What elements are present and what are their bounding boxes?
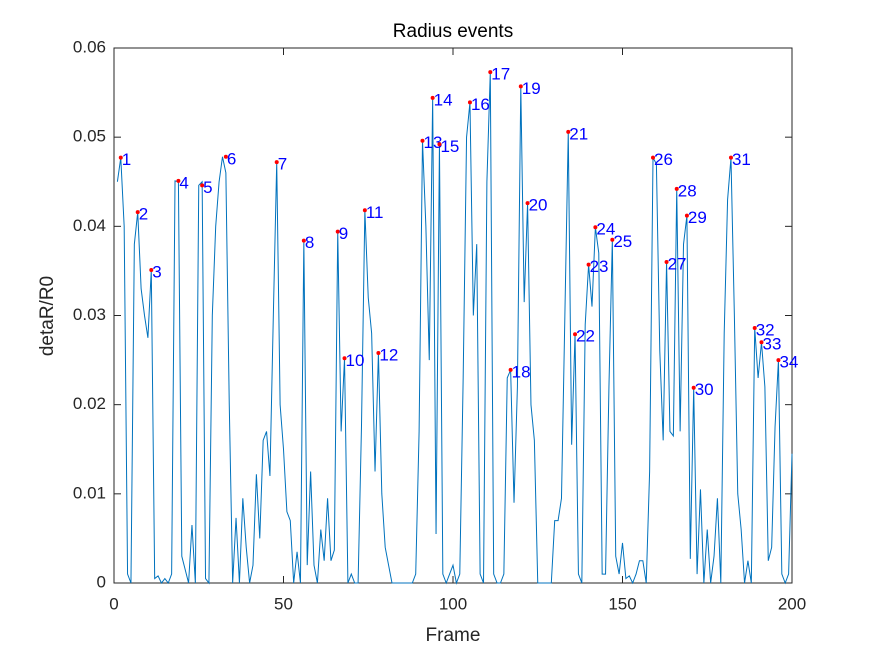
event-point — [118, 155, 123, 160]
x-tick-label: 150 — [608, 594, 636, 613]
y-axis-label: detaR/R0 — [37, 276, 58, 356]
y-tick-label: 0.04 — [73, 216, 106, 235]
event-point — [525, 201, 530, 206]
event-label: 13 — [423, 133, 442, 152]
event-point — [437, 142, 442, 147]
event-point — [593, 225, 598, 230]
event-label: 3 — [152, 263, 161, 282]
event-label: 34 — [779, 353, 798, 372]
event-point — [176, 178, 181, 183]
event-label: 16 — [471, 95, 490, 114]
event-label: 21 — [569, 124, 588, 143]
y-tick-label: 0.03 — [73, 305, 106, 324]
event-label: 23 — [590, 257, 609, 276]
event-label: 12 — [379, 345, 398, 364]
event-point — [674, 186, 679, 191]
y-tick-label: 0 — [97, 572, 106, 591]
event-label: 26 — [654, 150, 673, 169]
event-point — [223, 154, 228, 159]
axes-box — [113, 47, 793, 584]
event-point — [376, 350, 381, 355]
x-tick-label: 50 — [274, 594, 293, 613]
event-label: 1 — [122, 150, 131, 169]
event-point — [430, 95, 435, 100]
event-point — [728, 155, 733, 160]
x-tick-label: 0 — [109, 594, 118, 613]
event-label: 11 — [366, 203, 384, 222]
y-tick-label: 0.01 — [73, 483, 106, 502]
event-label: 32 — [756, 320, 775, 339]
event-label: 28 — [678, 181, 697, 200]
event-point — [467, 100, 472, 105]
event-label: 14 — [434, 90, 453, 109]
x-tick-label: 200 — [778, 594, 806, 613]
event-point — [301, 238, 306, 243]
x-tick-label: 100 — [439, 594, 467, 613]
event-label: 10 — [346, 351, 365, 370]
event-label: 8 — [305, 233, 314, 252]
event-label: 29 — [688, 208, 707, 227]
event-point — [776, 358, 781, 363]
event-point — [586, 262, 591, 267]
event-point — [752, 325, 757, 330]
event-point — [651, 155, 656, 160]
event-label: 17 — [491, 65, 510, 84]
event-point — [664, 260, 669, 264]
event-label: 27 — [668, 254, 687, 273]
event-point — [566, 129, 571, 134]
event-point — [335, 229, 340, 234]
event-point — [342, 356, 347, 361]
chart-title: Radius events — [393, 21, 513, 42]
event-point — [274, 160, 279, 165]
y-tick-label: 0.06 — [73, 37, 106, 56]
event-point — [420, 138, 425, 143]
event-label: 4 — [179, 173, 188, 192]
event-point — [362, 208, 367, 213]
event-label: 15 — [440, 137, 459, 156]
event-point — [691, 385, 696, 390]
x-axis-label: Frame — [426, 625, 481, 646]
event-label: 6 — [227, 149, 236, 168]
event-label: 30 — [695, 380, 714, 399]
event-point — [508, 367, 513, 372]
event-point — [684, 213, 689, 218]
event-label: 7 — [278, 155, 287, 174]
data-line — [116, 72, 793, 585]
y-tick-label: 0.05 — [73, 127, 106, 146]
event-point — [759, 340, 764, 345]
event-label: 31 — [732, 150, 751, 169]
event-point — [573, 332, 578, 337]
event-label: 18 — [512, 362, 531, 381]
event-label: 19 — [522, 79, 541, 98]
event-label: 22 — [576, 327, 595, 346]
event-label: 24 — [596, 220, 615, 239]
event-label: 5 — [203, 178, 212, 197]
event-point — [518, 84, 523, 89]
event-label: 33 — [762, 335, 781, 354]
event-point — [149, 268, 154, 273]
event-point — [200, 183, 205, 188]
event-label: 9 — [339, 224, 348, 243]
event-point — [488, 70, 493, 75]
event-label: 25 — [613, 232, 632, 251]
event-label: 20 — [529, 196, 548, 215]
event-point — [610, 237, 615, 242]
event-point — [135, 210, 140, 215]
y-tick-label: 0.02 — [73, 394, 106, 413]
event-label: 2 — [139, 205, 148, 224]
